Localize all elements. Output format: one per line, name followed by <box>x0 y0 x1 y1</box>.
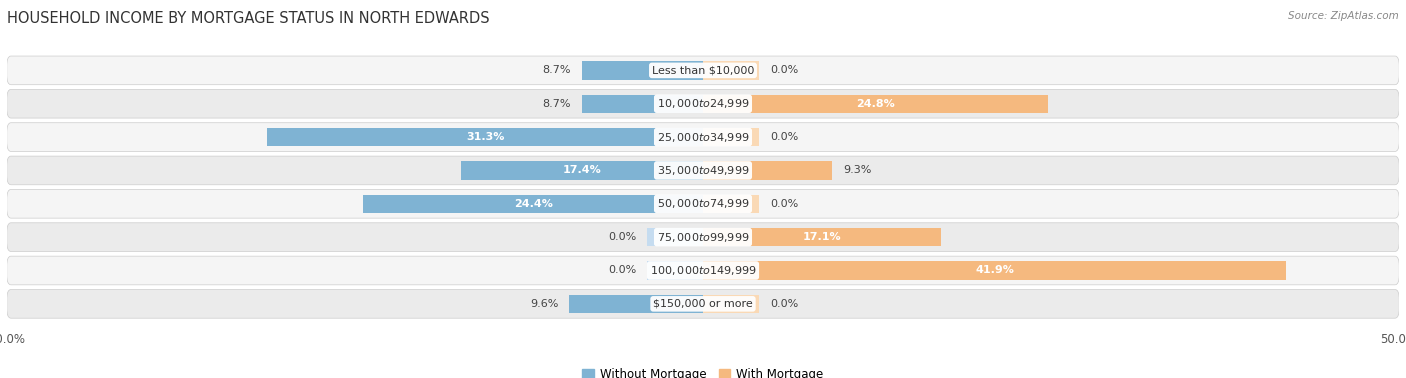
FancyBboxPatch shape <box>7 256 1399 285</box>
Bar <box>582 61 703 79</box>
Text: 0.0%: 0.0% <box>607 265 636 276</box>
Bar <box>267 128 703 146</box>
Legend: Without Mortgage, With Mortgage: Without Mortgage, With Mortgage <box>578 363 828 378</box>
Text: $35,000 to $49,999: $35,000 to $49,999 <box>657 164 749 177</box>
FancyBboxPatch shape <box>7 89 1399 118</box>
FancyBboxPatch shape <box>7 156 1399 185</box>
Text: $150,000 or more: $150,000 or more <box>654 299 752 309</box>
Bar <box>703 161 832 180</box>
Text: 9.3%: 9.3% <box>844 166 872 175</box>
Text: $75,000 to $99,999: $75,000 to $99,999 <box>657 231 749 244</box>
FancyBboxPatch shape <box>7 123 1399 152</box>
Text: 8.7%: 8.7% <box>543 99 571 109</box>
Bar <box>703 295 759 313</box>
Text: 24.4%: 24.4% <box>513 199 553 209</box>
Text: Less than $10,000: Less than $10,000 <box>652 65 754 75</box>
Text: 31.3%: 31.3% <box>465 132 505 142</box>
Text: HOUSEHOLD INCOME BY MORTGAGE STATUS IN NORTH EDWARDS: HOUSEHOLD INCOME BY MORTGAGE STATUS IN N… <box>7 11 489 26</box>
Text: $100,000 to $149,999: $100,000 to $149,999 <box>650 264 756 277</box>
Bar <box>582 94 703 113</box>
Text: 9.6%: 9.6% <box>530 299 558 309</box>
Text: Source: ZipAtlas.com: Source: ZipAtlas.com <box>1288 11 1399 21</box>
Text: 17.1%: 17.1% <box>803 232 841 242</box>
Text: 0.0%: 0.0% <box>770 199 799 209</box>
Bar <box>647 228 703 246</box>
Bar <box>703 94 1049 113</box>
Text: 41.9%: 41.9% <box>976 265 1014 276</box>
FancyBboxPatch shape <box>7 189 1399 218</box>
Bar <box>703 261 1286 280</box>
Bar <box>647 261 703 280</box>
Text: 0.0%: 0.0% <box>770 299 799 309</box>
Text: 8.7%: 8.7% <box>543 65 571 75</box>
Bar <box>703 61 759 79</box>
Text: 0.0%: 0.0% <box>770 65 799 75</box>
Bar <box>703 128 759 146</box>
FancyBboxPatch shape <box>7 56 1399 85</box>
Text: 0.0%: 0.0% <box>607 232 636 242</box>
Text: 0.0%: 0.0% <box>770 132 799 142</box>
Text: 17.4%: 17.4% <box>562 166 602 175</box>
Bar <box>363 195 703 213</box>
FancyBboxPatch shape <box>7 290 1399 318</box>
FancyBboxPatch shape <box>7 223 1399 251</box>
Text: $25,000 to $34,999: $25,000 to $34,999 <box>657 130 749 144</box>
Text: $50,000 to $74,999: $50,000 to $74,999 <box>657 197 749 210</box>
Bar <box>569 295 703 313</box>
Text: $10,000 to $24,999: $10,000 to $24,999 <box>657 97 749 110</box>
Bar <box>703 228 941 246</box>
Bar <box>461 161 703 180</box>
Bar <box>703 195 759 213</box>
Text: 24.8%: 24.8% <box>856 99 896 109</box>
